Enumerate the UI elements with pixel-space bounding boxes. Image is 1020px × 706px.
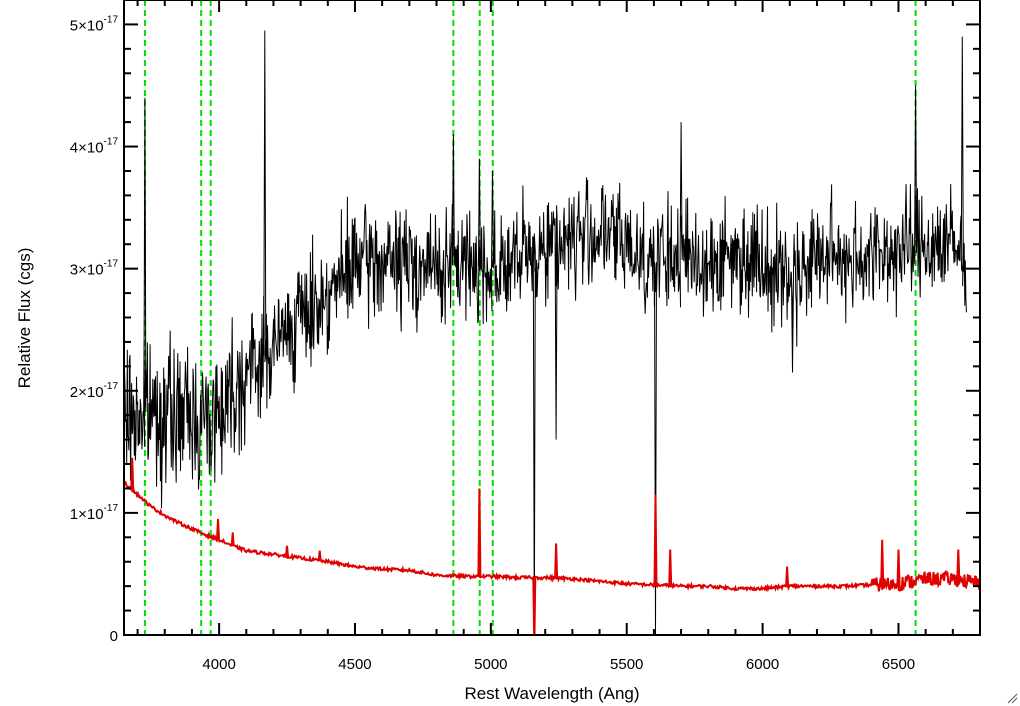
x-tick-label: 6000 [746,656,779,673]
x-tick-label: 5000 [474,656,507,673]
y-tick-label: 2×10-17 [70,381,119,401]
y-tick-label: 3×10-17 [70,259,119,279]
x-tick-label: 4500 [338,656,371,673]
x-tick-label: 4000 [202,656,235,673]
y-axis-title: Relative Flux (cgs) [15,248,34,389]
x-tick-label: 5500 [610,656,643,673]
y-tick-label: 5×10-17 [70,14,119,34]
y-tick-label: 4×10-17 [70,137,119,157]
y-tick-label: 1×10-17 [70,503,119,523]
x-axis-ticks: 4000 4500 5000 5500 6000 6500 [136,0,981,673]
spectra-layer [124,30,980,635]
y-axis-ticks: 0 1×10-17 2×10-17 3×10-17 4×10-17 5×10-17 [70,0,980,645]
x-axis-title: Rest Wavelength (Ang) [464,684,639,703]
observed-spectrum-line [124,30,967,635]
resize-grip-icon[interactable] [1006,692,1018,704]
model-spectrum-line [124,457,980,635]
x-tick-label: 6500 [882,656,915,673]
y-tick-label: 0 [110,628,118,645]
